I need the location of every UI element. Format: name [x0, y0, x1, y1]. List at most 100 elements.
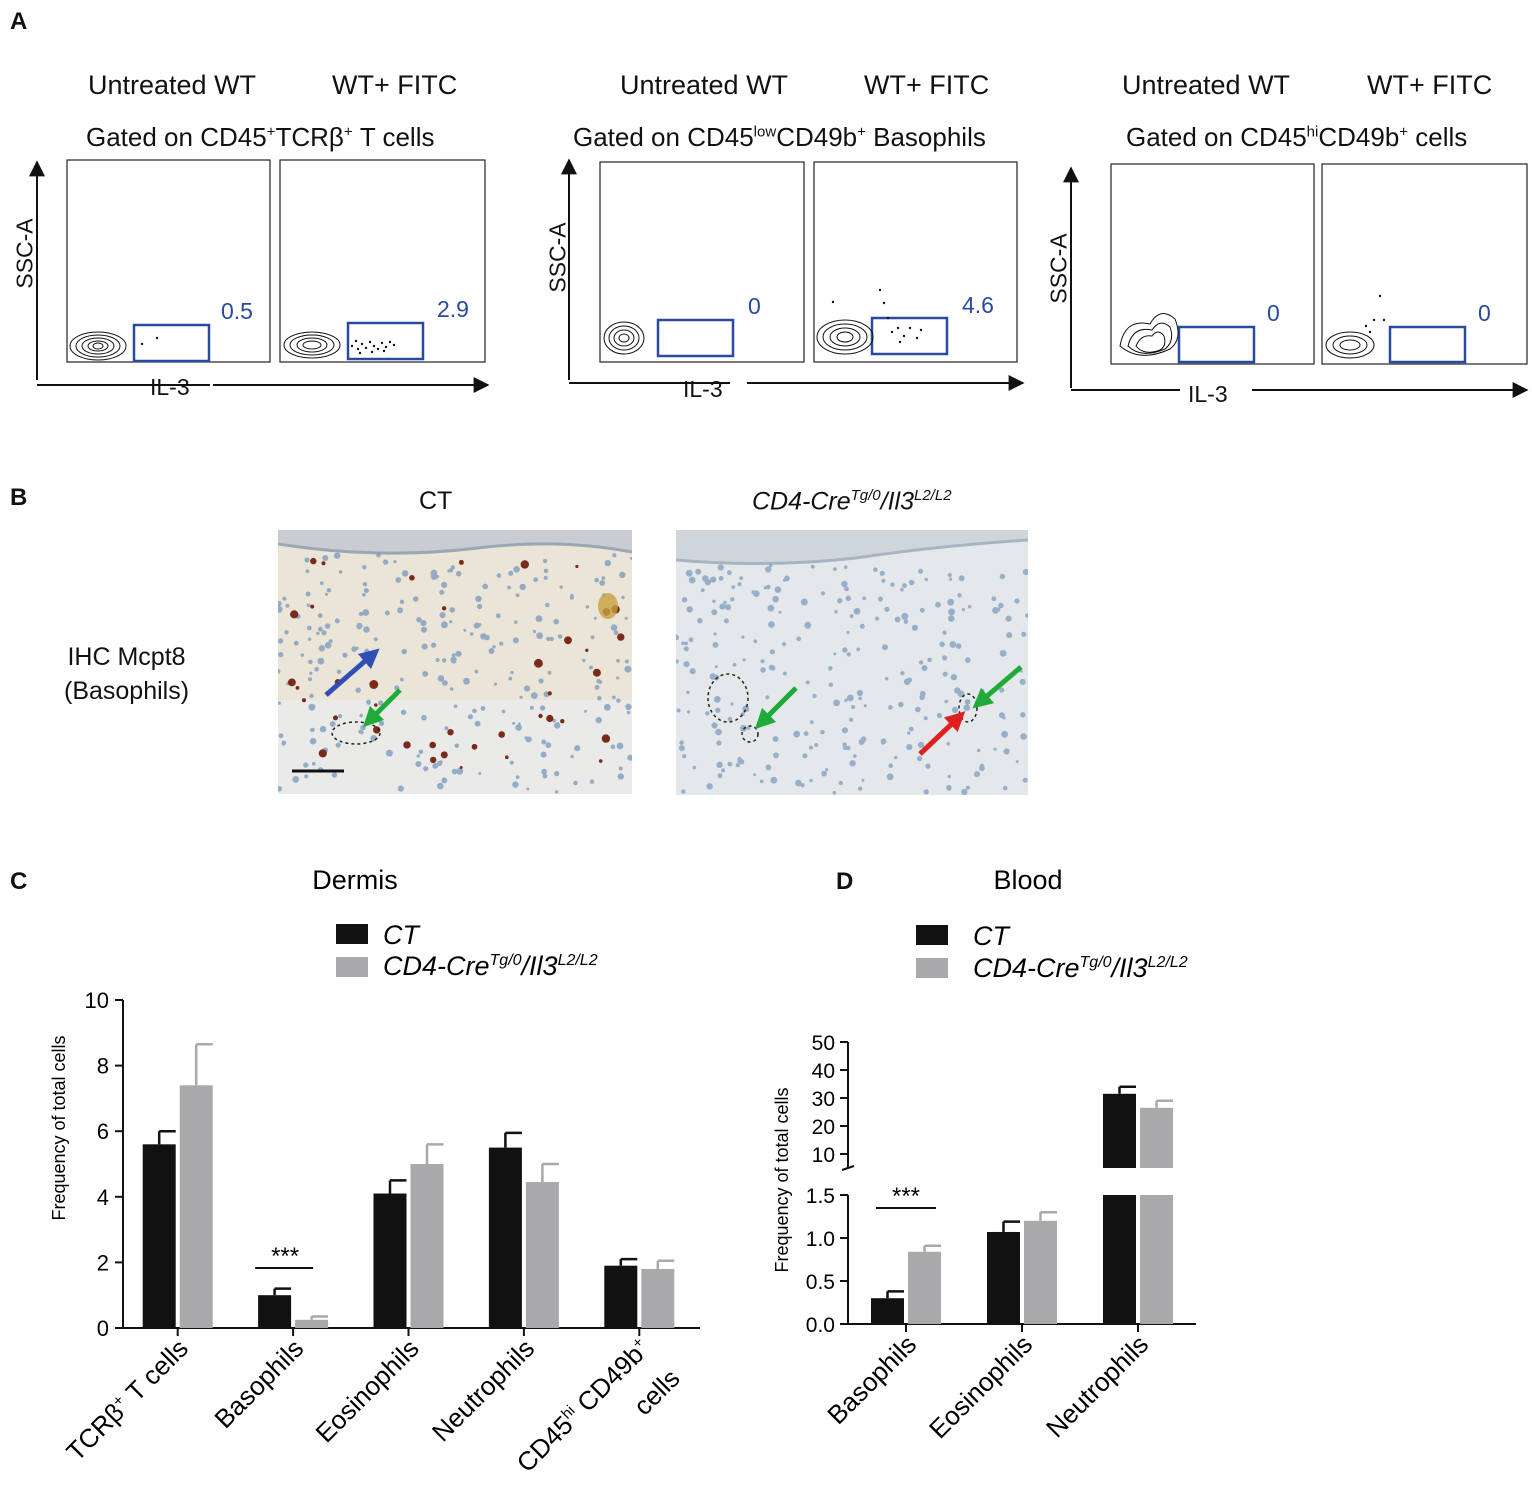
nucleus	[1020, 733, 1027, 740]
nucleus	[373, 637, 378, 642]
nucleus	[927, 657, 932, 663]
nucleus	[769, 563, 773, 568]
nucleus	[463, 677, 470, 685]
histology-col-ko: CD4-CreTg/0/Il3L2/L2	[752, 487, 952, 516]
dermis-y-axis-label: Frequency of total cells	[49, 1035, 69, 1220]
mcpt8-stain	[538, 713, 543, 719]
nucleus	[512, 637, 519, 644]
mcpt8-stain	[520, 560, 529, 569]
nucleus	[278, 601, 282, 607]
nucleus	[480, 633, 487, 640]
nucleus	[770, 776, 778, 784]
blood-category-label: Basophils	[821, 1329, 922, 1430]
nucleus	[282, 596, 287, 601]
nucleus	[610, 624, 618, 631]
nucleus	[594, 577, 599, 583]
mcpt8-stain	[409, 575, 415, 581]
nucleus	[610, 744, 616, 750]
nucleus	[278, 733, 284, 739]
nucleus	[495, 613, 501, 619]
nucleus	[510, 670, 514, 675]
nucleus	[802, 753, 808, 759]
dermis-legend-ct: CT	[383, 920, 421, 950]
nucleus	[918, 568, 924, 574]
panel-label-a: A	[10, 8, 28, 35]
nucleus	[549, 636, 554, 642]
nucleus	[393, 560, 397, 564]
nucleus	[540, 705, 546, 711]
mcpt8-stain	[369, 680, 379, 689]
nucleus	[293, 640, 299, 646]
nucleus	[903, 678, 911, 686]
nucleus	[474, 669, 479, 674]
mcpt8-stain	[440, 751, 448, 759]
nucleus	[304, 774, 309, 779]
nucleus	[951, 706, 959, 713]
nucleus	[278, 669, 281, 674]
nucleus	[508, 570, 514, 576]
nucleus	[716, 761, 723, 768]
mcpt8-stain	[318, 749, 327, 758]
mcpt8-stain	[373, 726, 381, 734]
nucleus	[326, 588, 332, 593]
nucleus	[782, 671, 787, 676]
nucleus	[999, 687, 1005, 693]
nucleus	[616, 658, 620, 663]
flow-cytometry-plots	[29, 158, 1529, 398]
nucleus	[916, 755, 923, 762]
nucleus	[574, 745, 581, 752]
nucleus	[401, 648, 407, 655]
nucleus	[451, 658, 457, 664]
flow-group2-xaxis-label: IL-3	[683, 376, 723, 402]
nucleus	[993, 747, 997, 751]
nucleus	[858, 739, 865, 745]
dermis-y-tick-label: 8	[97, 1054, 109, 1079]
blood-bar-upper-segment	[1140, 1107, 1173, 1168]
nucleus	[512, 781, 519, 788]
blood-y-tick-label: 40	[812, 1060, 835, 1083]
nucleus	[584, 709, 587, 713]
nucleus	[311, 761, 316, 766]
nucleus	[444, 726, 449, 731]
nucleus	[378, 720, 385, 726]
nucleus	[1005, 615, 1012, 622]
nucleus	[447, 569, 451, 573]
nucleus	[524, 685, 531, 692]
dermis-y-tick-label: 4	[97, 1185, 109, 1210]
nucleus	[999, 573, 1006, 580]
nucleus	[949, 641, 957, 648]
nucleus	[308, 659, 313, 665]
nucleus	[772, 736, 779, 742]
mcpt8-stain	[601, 734, 611, 743]
nucleus	[613, 630, 619, 636]
nucleus	[1021, 631, 1027, 637]
nucleus	[853, 754, 857, 758]
nucleus	[947, 774, 951, 779]
nucleus	[705, 711, 710, 716]
nucleus	[525, 736, 532, 743]
nucleus	[328, 639, 333, 644]
nucleus	[918, 660, 924, 665]
nucleus	[821, 770, 827, 777]
nucleus	[401, 570, 409, 577]
nucleus	[873, 567, 878, 572]
nucleus	[781, 642, 787, 647]
nucleus	[278, 638, 284, 644]
nucleus	[689, 668, 696, 675]
nucleus	[925, 763, 931, 769]
nucleus	[800, 598, 808, 606]
nucleus	[519, 695, 523, 699]
nucleus	[810, 564, 815, 569]
nucleus	[415, 761, 422, 767]
nucleus	[765, 695, 770, 700]
dermis-significance-stars: ***	[271, 1243, 299, 1270]
nucleus	[307, 637, 312, 641]
nucleus	[529, 705, 534, 710]
nucleus	[526, 787, 530, 791]
nucleus	[543, 568, 549, 574]
nucleus	[309, 671, 313, 675]
nucleus	[947, 572, 952, 578]
nucleus	[919, 694, 925, 700]
mcpt8-stain	[617, 633, 625, 641]
nucleus	[1019, 678, 1026, 685]
